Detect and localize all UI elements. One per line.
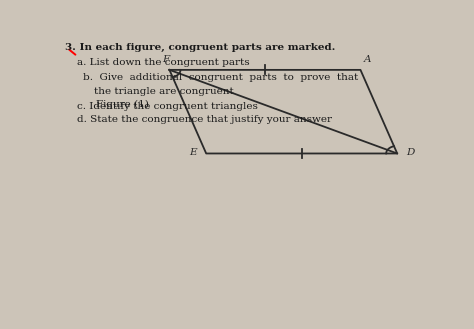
Text: F: F	[162, 55, 169, 63]
Text: Figure (1): Figure (1)	[96, 100, 149, 110]
Text: b.  Give  additional  congruent  parts  to  prove  that: b. Give additional congruent parts to pr…	[83, 73, 358, 82]
Text: 3. In each figure, congruent parts are marked.: 3. In each figure, congruent parts are m…	[65, 43, 335, 52]
Text: E: E	[190, 148, 197, 157]
Text: A: A	[364, 55, 372, 63]
Text: D: D	[406, 148, 415, 157]
Text: c. Identify the congruent triangles: c. Identify the congruent triangles	[77, 102, 258, 111]
Text: a. List down the congruent parts: a. List down the congruent parts	[77, 59, 249, 67]
Text: the triangle are congruent: the triangle are congruent	[94, 87, 234, 96]
Text: d. State the congruence that justify your answer: d. State the congruence that justify you…	[77, 115, 332, 124]
